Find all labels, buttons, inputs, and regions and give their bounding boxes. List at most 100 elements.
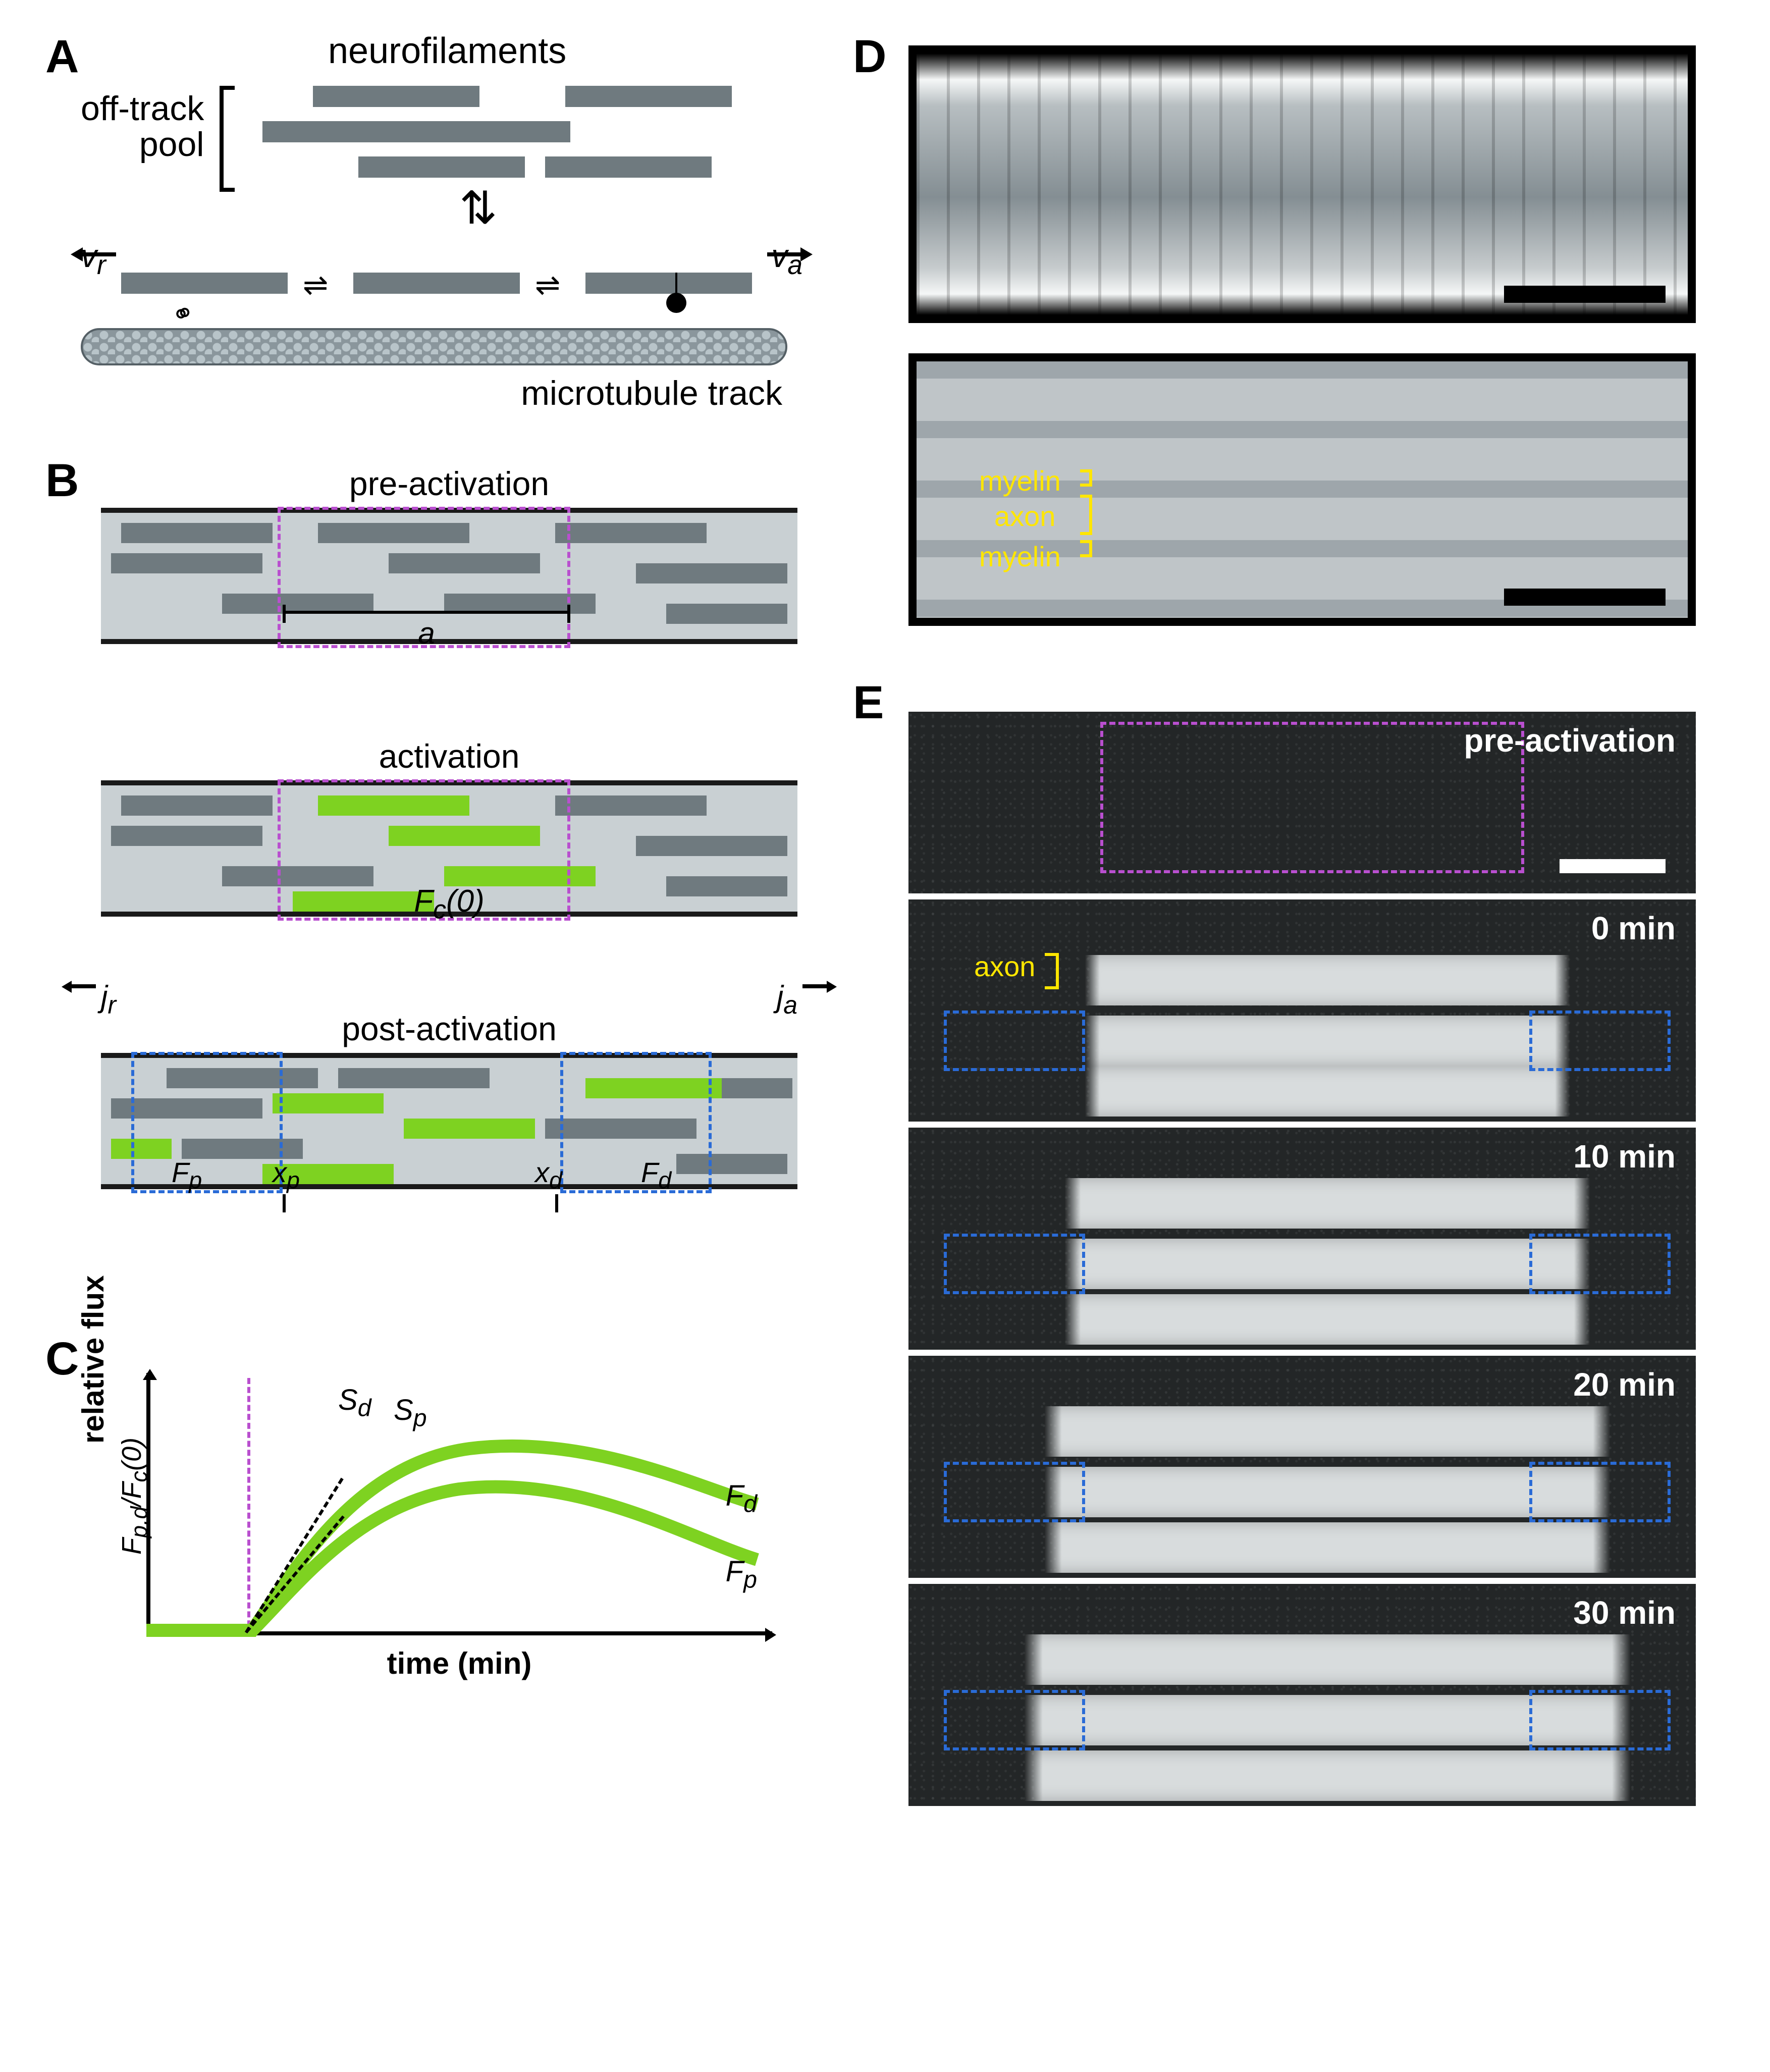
a-width-bracket: a bbox=[283, 611, 570, 651]
xd-tick-icon bbox=[555, 1194, 558, 1212]
equilibrium-arrows-icon: ⇌ bbox=[303, 268, 328, 303]
neurofilament-icon bbox=[358, 156, 525, 178]
vr-label: vr bbox=[81, 237, 106, 281]
distal-window-icon bbox=[560, 1052, 712, 1193]
fluorescence-band-icon bbox=[1045, 1406, 1610, 1457]
panel-b-postactivation: jr post-activation ja bbox=[101, 1010, 797, 1189]
proximal-window-icon bbox=[944, 1690, 1085, 1750]
neurofilament-icon bbox=[545, 156, 712, 178]
fluorescence-band-icon bbox=[1045, 1522, 1610, 1573]
motor-kinesin-icon bbox=[666, 293, 686, 313]
figure-grid: A neurofilaments off-trackpool ⇅ vr va ⇌… bbox=[45, 30, 1725, 1963]
micrograph-1 bbox=[908, 45, 1696, 323]
bracket-icon bbox=[1080, 469, 1092, 487]
left-column: A neurofilaments off-trackpool ⇅ vr va ⇌… bbox=[45, 30, 833, 1963]
panel-c-letter: C bbox=[45, 1333, 79, 1386]
nf-segment-icon bbox=[111, 553, 262, 573]
scalebar-icon bbox=[1504, 286, 1666, 303]
bracket-icon bbox=[1080, 495, 1092, 535]
panel-d-letter: D bbox=[853, 30, 886, 83]
ja-arrow-icon bbox=[802, 984, 833, 988]
panel-e-letter: E bbox=[853, 676, 884, 729]
frame-20min: 20 min bbox=[908, 1356, 1696, 1578]
axon-schematic bbox=[101, 1053, 797, 1189]
neurofilament-icon bbox=[313, 86, 479, 107]
frame-label: 0 min bbox=[1591, 910, 1676, 947]
panel-b: B pre-activation a bbox=[45, 454, 833, 1312]
nf-segment-icon bbox=[555, 795, 707, 816]
panel-a: A neurofilaments off-trackpool ⇅ vr va ⇌… bbox=[45, 30, 833, 444]
distal-window-icon bbox=[1529, 1690, 1671, 1750]
jr-label: jr bbox=[101, 979, 116, 1020]
panel-b-activation: activation Fc(0) bbox=[101, 737, 797, 917]
activation-title: activation bbox=[101, 737, 797, 775]
fluorescence-band-icon bbox=[1025, 1750, 1630, 1801]
nf-activated-icon bbox=[273, 1093, 384, 1113]
myelin-label: myelin bbox=[979, 464, 1061, 497]
right-column: D myelin axon myelin E bbox=[853, 30, 1711, 1963]
fp-curve-label: Fp bbox=[726, 1555, 757, 1594]
activation-window-icon bbox=[1100, 722, 1524, 873]
micrograph-image-icon bbox=[917, 54, 1688, 315]
frame-label: pre-activation bbox=[1464, 722, 1676, 759]
frame-label: 20 min bbox=[1573, 1366, 1676, 1403]
distal-window-icon bbox=[1529, 1234, 1671, 1294]
jr-arrow-icon bbox=[66, 984, 96, 988]
fluorescence-band-icon bbox=[1065, 1294, 1590, 1345]
panel-b-letter: B bbox=[45, 454, 79, 507]
microtubule-track-label: microtubule track bbox=[521, 374, 782, 413]
fp-label: Fp bbox=[172, 1156, 202, 1194]
proximal-window-icon bbox=[944, 1462, 1085, 1522]
frame-label: 30 min bbox=[1573, 1594, 1676, 1631]
postactivation-title: post-activation bbox=[101, 1010, 797, 1048]
chart-xlabel: time (min) bbox=[146, 1646, 772, 1681]
panel-a-letter: A bbox=[45, 30, 79, 83]
scalebar-icon bbox=[1504, 589, 1666, 606]
preactivation-title: pre-activation bbox=[101, 464, 797, 503]
neurofilament-icon bbox=[121, 273, 288, 294]
nf-segment-icon bbox=[338, 1068, 490, 1088]
proximal-window-icon bbox=[131, 1052, 283, 1193]
axon-label: axon bbox=[994, 500, 1055, 533]
exchange-arrows-icon: ⇅ bbox=[459, 182, 497, 235]
sd-label: Sd bbox=[338, 1383, 371, 1422]
fd-label: Fd bbox=[641, 1156, 671, 1194]
fluorescence-band-icon bbox=[1025, 1634, 1630, 1685]
equilibrium-arrows-icon: ⇌ bbox=[535, 268, 560, 303]
panel-b-preactivation: pre-activation a bbox=[101, 464, 797, 644]
nf-segment-icon bbox=[555, 523, 707, 543]
panel-c: C relative flux Fp,d/Fc(0) Sd Sp Fd Fp t… bbox=[45, 1333, 833, 1696]
frame-0min: axon 0 min bbox=[908, 899, 1696, 1122]
offtrack-bracket-icon bbox=[220, 86, 235, 192]
a-width-label: a bbox=[283, 616, 570, 651]
nf-segment-icon bbox=[121, 795, 273, 816]
chart-svg bbox=[146, 1373, 772, 1656]
fluorescence-band-icon bbox=[1065, 1178, 1590, 1229]
myelin-label: myelin bbox=[979, 540, 1061, 573]
neurofilament-icon bbox=[353, 273, 520, 294]
distal-window-icon bbox=[1529, 1462, 1671, 1522]
va-arrow-icon bbox=[767, 252, 808, 256]
frame-30min: 30 min bbox=[908, 1584, 1696, 1806]
neurofilament-icon bbox=[404, 121, 570, 142]
va-label: va bbox=[771, 237, 802, 281]
fluorescence-band-icon bbox=[1085, 1016, 1570, 1066]
nf-segment-icon bbox=[722, 1078, 792, 1098]
fc0-label: Fc(0) bbox=[101, 883, 797, 924]
ja-label: ja bbox=[777, 979, 797, 1020]
scalebar-white-icon bbox=[1560, 859, 1666, 873]
offtrack-pool-label: off-trackpool bbox=[81, 91, 204, 163]
fluorescence-band-icon bbox=[1085, 1066, 1570, 1117]
fd-curve-label: Fd bbox=[726, 1479, 757, 1518]
frame-label: 10 min bbox=[1573, 1138, 1676, 1175]
xd-label: xd bbox=[535, 1156, 562, 1194]
neurofilament-icon bbox=[585, 273, 752, 294]
frame-preactivation: pre-activation bbox=[908, 712, 1696, 893]
neurofilament-icon bbox=[565, 86, 732, 107]
frame-10min: 10 min bbox=[908, 1128, 1696, 1350]
fluorescence-band-icon bbox=[1045, 1467, 1610, 1517]
proximal-window-icon bbox=[944, 1011, 1085, 1071]
nf-segment-icon bbox=[636, 836, 787, 856]
xp-label: xp bbox=[273, 1156, 300, 1194]
nf-segment-icon bbox=[666, 604, 787, 624]
